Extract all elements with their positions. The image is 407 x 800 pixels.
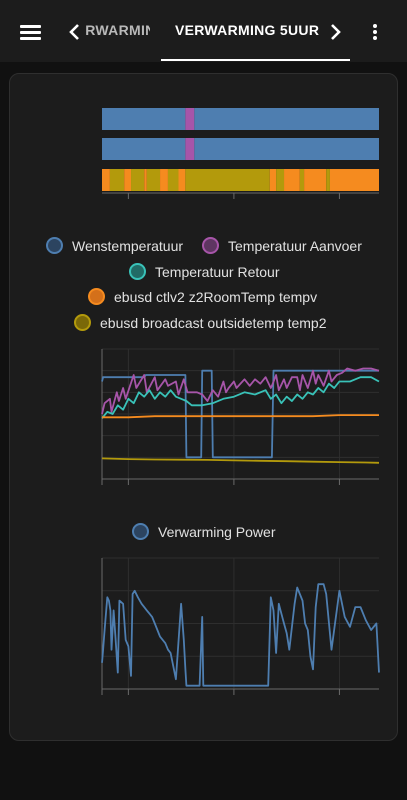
timeline-segment bbox=[160, 169, 168, 191]
legend-swatch bbox=[74, 314, 91, 331]
timeline-segment bbox=[284, 169, 300, 191]
tab-verwarming-dag[interactable]: VERWARMING DAG bbox=[86, 22, 150, 38]
legend-swatch bbox=[46, 237, 63, 254]
legend-swatch bbox=[132, 523, 149, 540]
timeline-segment bbox=[146, 169, 161, 191]
timeline-segment bbox=[194, 138, 379, 160]
legend-swatch bbox=[88, 288, 105, 305]
timeline-segment bbox=[124, 169, 132, 191]
tab-verwarming-5uur[interactable]: VERWARMING 5UUR bbox=[175, 22, 320, 38]
timeline-segment bbox=[144, 169, 147, 191]
timeline-segment bbox=[109, 169, 125, 191]
timeline-segment bbox=[304, 169, 327, 191]
timeline-segment bbox=[185, 138, 195, 160]
more-vert-icon[interactable] bbox=[362, 16, 388, 48]
temperature-series-3 bbox=[101, 376, 380, 419]
timeline-segment bbox=[326, 169, 330, 191]
timeline-segment bbox=[102, 169, 110, 191]
legend-verwarming-power[interactable]: Verwarming Power bbox=[132, 523, 276, 540]
temperature-series-4 bbox=[102, 414, 379, 419]
temperature-series-2 bbox=[101, 367, 380, 415]
power-series-1 bbox=[101, 583, 380, 687]
chevron-left-icon[interactable] bbox=[62, 16, 88, 48]
temperature-chart bbox=[101, 348, 380, 485]
legend-room-temp[interactable]: ebusd ctlv2 z2RoomTemp tempv bbox=[88, 288, 317, 305]
timeline-segment bbox=[194, 108, 379, 130]
history-card: Wenstemperatuur Temperatuur Aanvoer Temp… bbox=[9, 73, 398, 741]
chevron-right-icon[interactable] bbox=[322, 16, 348, 48]
timeline-segment bbox=[185, 108, 195, 130]
timeline-segment bbox=[102, 138, 186, 160]
temperature-series-5 bbox=[101, 457, 380, 464]
legend-temperatuur-retour[interactable]: Temperatuur Retour bbox=[129, 263, 280, 280]
timeline-segment bbox=[269, 169, 277, 191]
legend-swatch bbox=[129, 263, 146, 280]
timeline-segment bbox=[185, 169, 270, 191]
power-chart bbox=[101, 557, 380, 695]
timeline-chart bbox=[10, 102, 379, 199]
app-bar: VERWARMING DAG VERWARMING 5UUR bbox=[0, 0, 407, 62]
legend-wenstemperatuur[interactable]: Wenstemperatuur bbox=[46, 237, 183, 254]
legend-outside-temp[interactable]: ebusd broadcast outsidetemp temp2 bbox=[74, 314, 326, 331]
label-clip-mask bbox=[10, 102, 38, 197]
timeline-segment bbox=[167, 169, 179, 191]
legend-temperatuur-aanvoer[interactable]: Temperatuur Aanvoer bbox=[202, 237, 362, 254]
timeline-segment bbox=[276, 169, 285, 191]
timeline-segment bbox=[178, 169, 186, 191]
legend-swatch bbox=[202, 237, 219, 254]
timeline-segment bbox=[131, 169, 145, 191]
timeline-segment bbox=[299, 169, 305, 191]
timeline-segment bbox=[329, 169, 379, 191]
hamburger-menu-icon[interactable] bbox=[14, 16, 48, 48]
timeline-segment bbox=[102, 108, 186, 130]
active-tab-indicator bbox=[161, 59, 350, 61]
